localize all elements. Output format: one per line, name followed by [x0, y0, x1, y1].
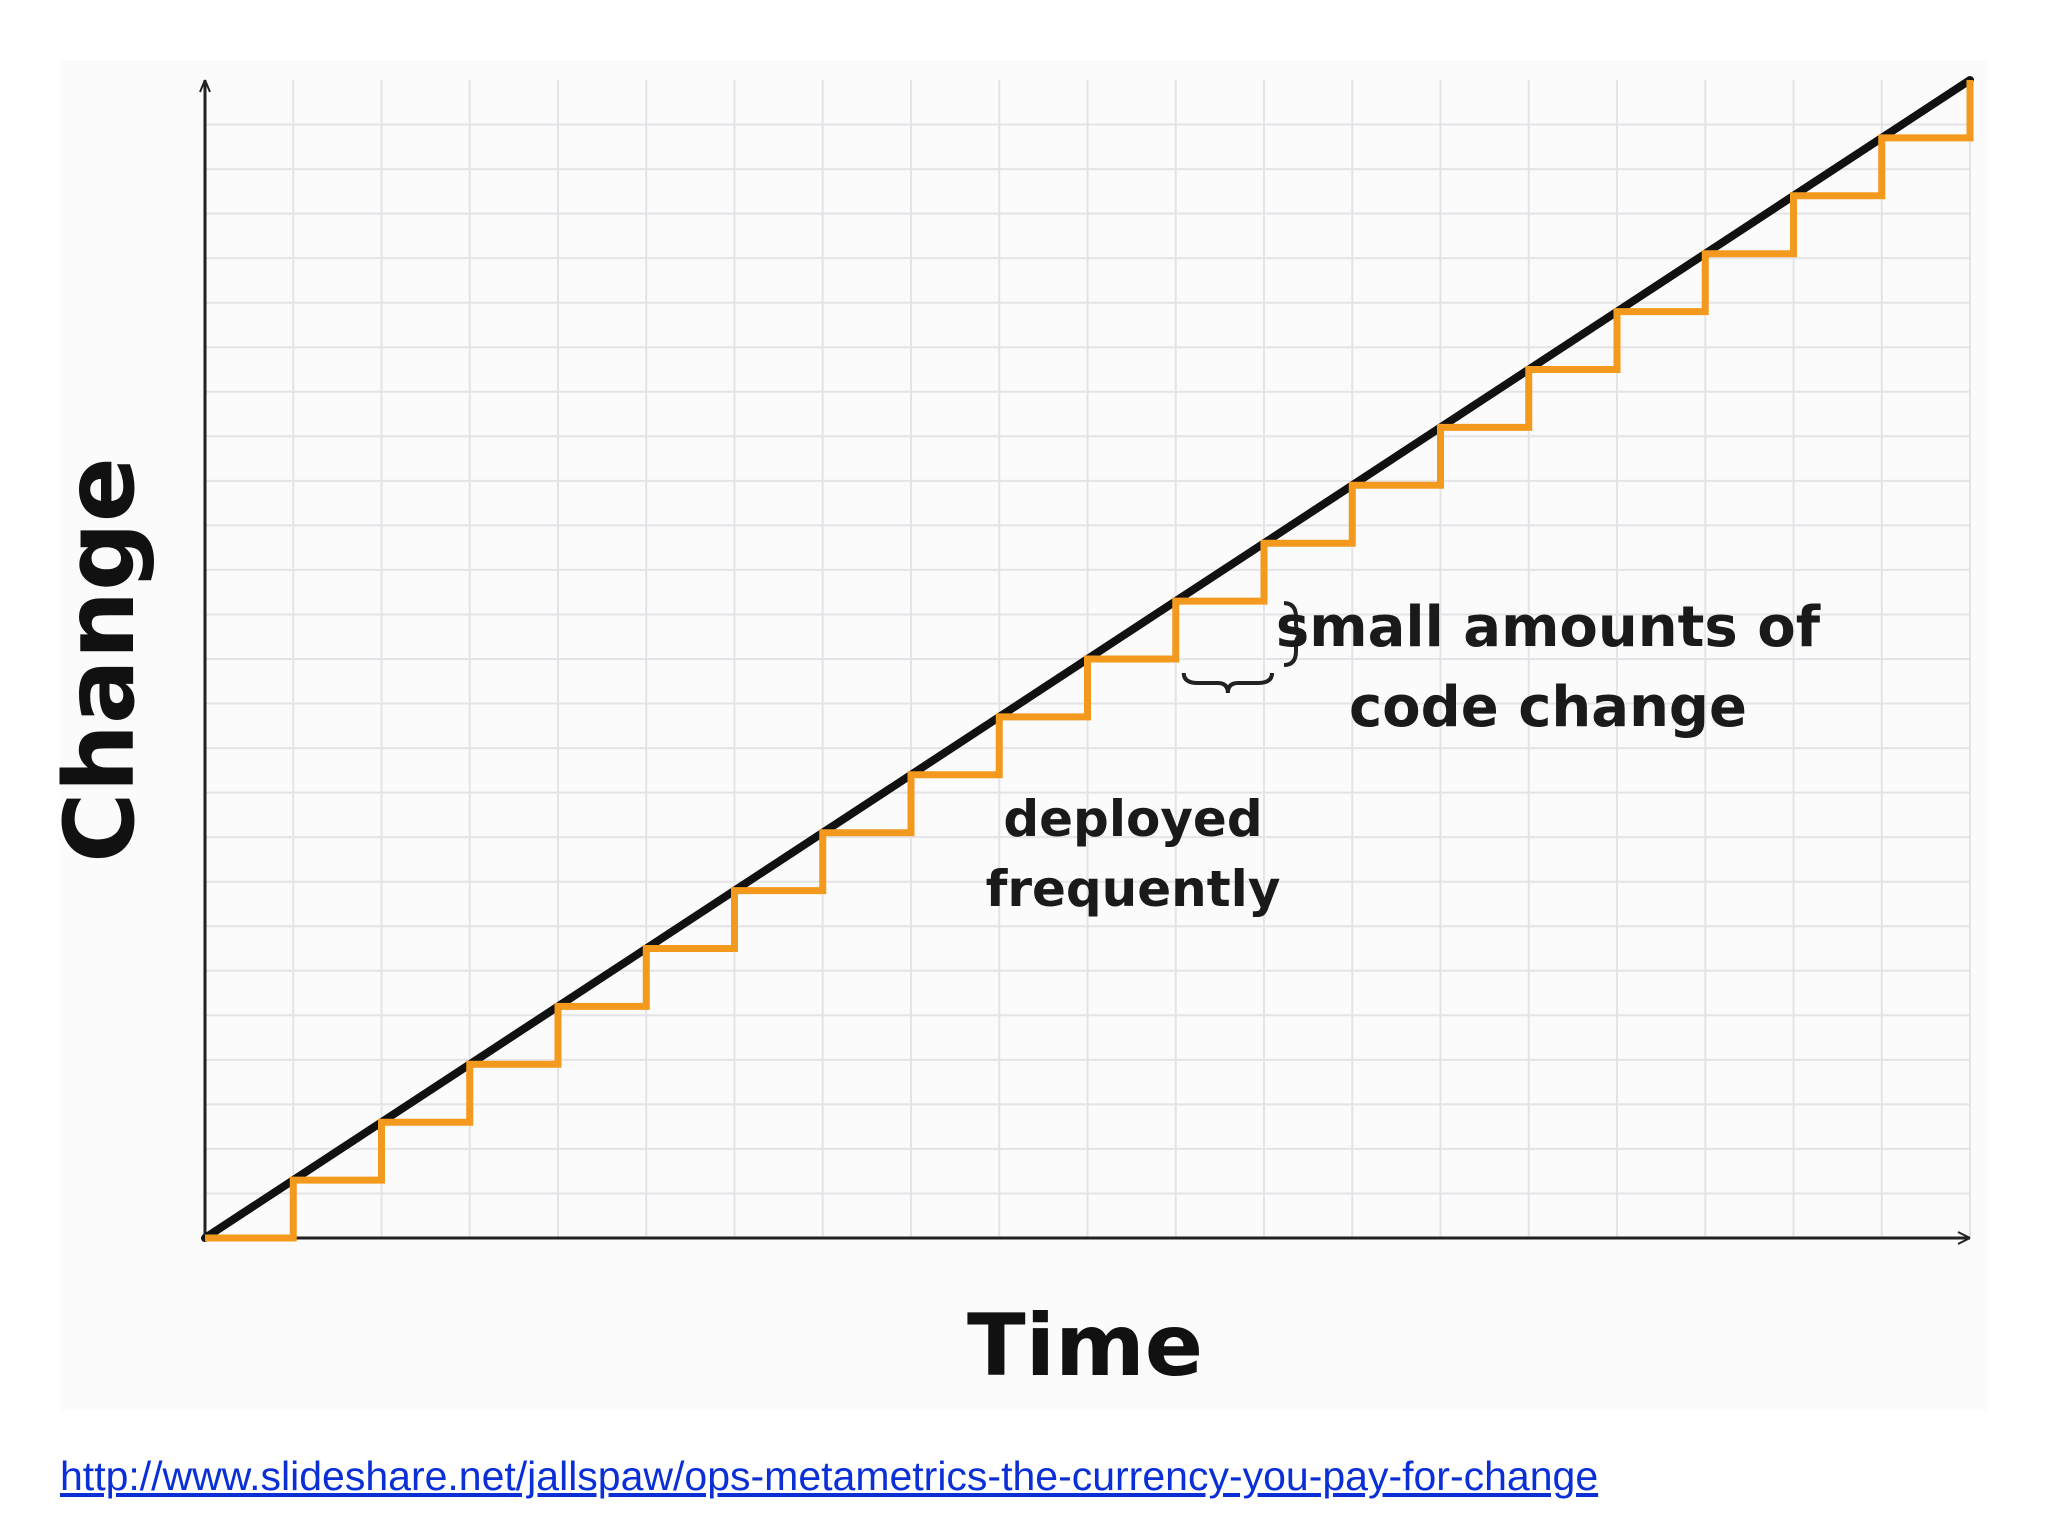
horizontal-brace — [1181, 672, 1274, 694]
x-axis-title: Time — [967, 1296, 1203, 1396]
y-axis-arrow — [199, 79, 211, 93]
series — [201, 76, 1974, 1242]
annotation-braces — [1181, 601, 1307, 694]
annotation-deployed-line2: frequently — [986, 860, 1281, 918]
step-line — [205, 80, 1974, 1242]
source-link[interactable]: http://www.slideshare.net/jallspaw/ops-m… — [60, 1453, 1599, 1499]
annotation-code-change-line2: code change — [1349, 675, 1747, 740]
annotation-code-change-line1: small amounts of — [1276, 595, 1821, 660]
axes — [199, 79, 1971, 1245]
annotation-deployed-line1: deployed — [1003, 790, 1262, 848]
x-axis-arrow — [1957, 1231, 1971, 1245]
y-axis-title: Change — [44, 457, 156, 863]
vertical-brace — [1283, 601, 1307, 667]
